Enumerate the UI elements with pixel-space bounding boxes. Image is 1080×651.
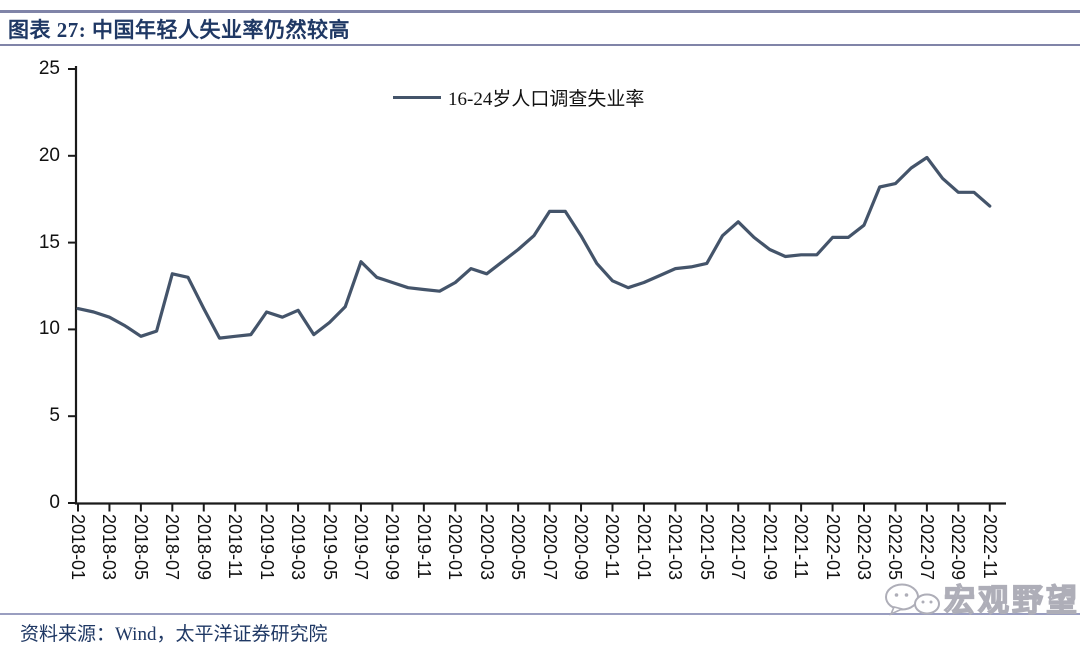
y-axis-ticks xyxy=(68,68,76,504)
header-top-divider xyxy=(0,10,1080,13)
legend-label: 16-24岁人口调查失业率 xyxy=(448,89,645,110)
source-divider xyxy=(0,613,1080,615)
figure-title: 图表 27: 中国年轻人失业率仍然较高 xyxy=(8,18,350,42)
x-axis-ticks xyxy=(77,503,991,512)
source-note: 资料来源：Wind，太平洋证券研究院 xyxy=(20,624,328,645)
y-tick-label: 25 xyxy=(38,58,60,79)
y-tick-label: 5 xyxy=(49,405,60,427)
y-tick-label: 0 xyxy=(49,492,60,513)
unemployment-rate-line-series xyxy=(76,155,992,340)
y-tick-label: 20 xyxy=(38,144,60,166)
y-tick-label: 10 xyxy=(38,318,60,340)
header-bottom-divider xyxy=(0,44,1080,46)
watermark-text: 宏观野望 xyxy=(943,582,1080,618)
legend-line-marker xyxy=(393,96,441,99)
chart-legend: 16-24岁人口调查失业率 xyxy=(393,84,644,111)
wechat-icon xyxy=(885,583,940,616)
watermark: 宏观野望 xyxy=(882,582,1080,618)
y-tick-label: 15 xyxy=(38,231,60,253)
